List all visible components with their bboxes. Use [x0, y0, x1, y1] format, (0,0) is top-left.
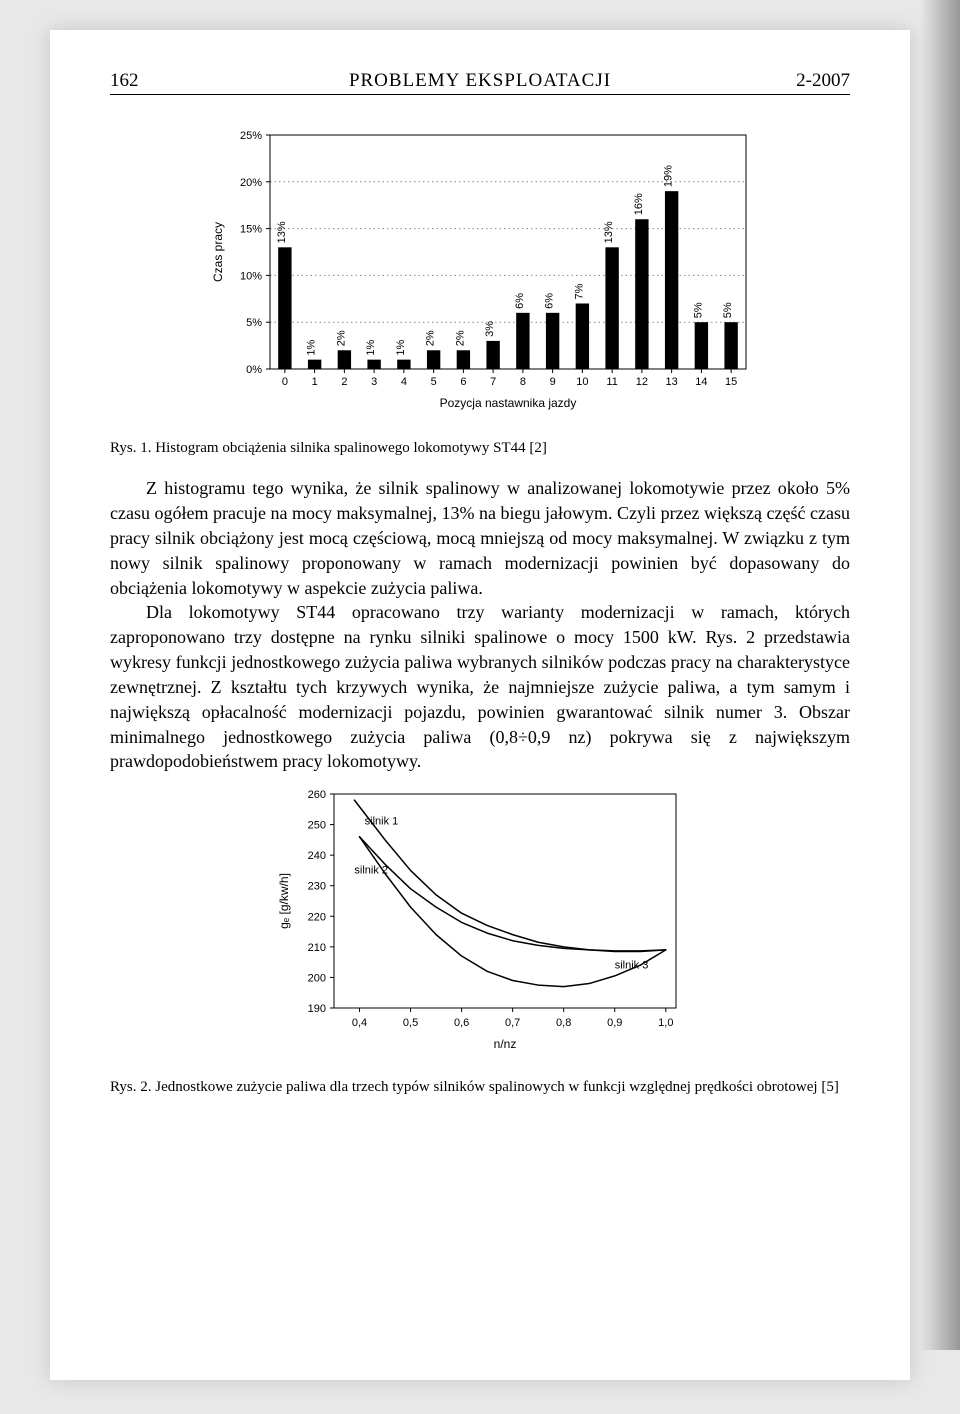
svg-text:1%: 1%: [306, 340, 318, 356]
svg-text:5: 5: [431, 376, 437, 388]
svg-text:1: 1: [312, 376, 318, 388]
svg-text:3%: 3%: [484, 321, 496, 337]
issue-label: 2-2007: [770, 70, 850, 92]
svg-text:6%: 6%: [514, 293, 526, 309]
svg-text:14: 14: [695, 376, 707, 388]
svg-text:0,7: 0,7: [505, 1017, 520, 1029]
svg-text:3: 3: [371, 376, 377, 388]
svg-text:12: 12: [636, 376, 648, 388]
paragraph: Dla lokomotywy ST44 opracowano trzy wari…: [110, 600, 850, 774]
svg-text:2%: 2%: [335, 330, 347, 346]
svg-text:1,0: 1,0: [658, 1017, 673, 1029]
caption-label: Rys. 1.: [110, 440, 152, 456]
svg-text:19%: 19%: [663, 165, 675, 187]
svg-text:190: 190: [308, 1003, 326, 1015]
svg-text:25%: 25%: [240, 130, 262, 142]
figure-2: 190 200 210 220 230 240 250 260 0,4 0,5 0,6 0,7 0,8 0…: [110, 784, 850, 1069]
svg-text:240: 240: [308, 850, 326, 862]
figure-1-caption: Rys. 1. Histogram obciążenia silnika spa…: [110, 438, 850, 458]
svg-text:7: 7: [490, 376, 496, 388]
paragraph: Z histogramu tego wynika, że silnik spal…: [110, 476, 850, 600]
svg-text:250: 250: [308, 820, 326, 832]
caption-text: Histogram obciążenia silnika spalinowego…: [155, 440, 547, 456]
svg-text:6: 6: [460, 376, 466, 388]
svg-text:15%: 15%: [240, 224, 262, 236]
svg-text:2%: 2%: [425, 330, 437, 346]
svg-text:0: 0: [282, 376, 288, 388]
svg-text:9: 9: [550, 376, 556, 388]
svg-text:silnik 1: silnik 1: [365, 816, 399, 828]
page-shadow: [920, 0, 960, 1350]
svg-text:2%: 2%: [454, 330, 466, 346]
figure-2-caption: Rys. 2. Jednostkowe zużycie paliwa dla t…: [110, 1077, 850, 1097]
svg-text:230: 230: [308, 881, 326, 893]
svg-text:20%: 20%: [240, 177, 262, 189]
svg-text:n/nz: n/nz: [494, 1037, 517, 1051]
svg-text:2: 2: [341, 376, 347, 388]
journal-title: PROBLEMY EKSPLOATACJI: [190, 70, 770, 92]
caption-label: Rys. 2.: [110, 1079, 152, 1095]
svg-text:0,6: 0,6: [454, 1017, 469, 1029]
svg-text:15: 15: [725, 376, 737, 388]
svg-text:0,9: 0,9: [607, 1017, 622, 1029]
svg-text:210: 210: [308, 942, 326, 954]
svg-text:5%: 5%: [692, 302, 704, 318]
svg-text:7%: 7%: [573, 283, 585, 299]
svg-text:10%: 10%: [240, 270, 262, 282]
svg-text:11: 11: [606, 376, 617, 388]
svg-text:13: 13: [666, 376, 678, 388]
svg-text:Pozycja nastawnika jazdy: Pozycja nastawnika jazdy: [440, 396, 577, 410]
caption-text: Jednostkowe zużycie paliwa dla trzech ty…: [155, 1079, 839, 1095]
svg-text:4: 4: [401, 376, 407, 388]
svg-text:gₑ [g/kw/h]: gₑ [g/kw/h]: [277, 873, 291, 929]
svg-text:silnik 3: silnik 3: [615, 959, 649, 971]
body-text: Z histogramu tego wynika, że silnik spal…: [110, 476, 850, 774]
svg-text:0,4: 0,4: [352, 1017, 367, 1029]
svg-text:200: 200: [308, 973, 326, 985]
svg-text:13%: 13%: [603, 221, 615, 243]
svg-text:1%: 1%: [395, 340, 407, 356]
svg-text:6%: 6%: [544, 293, 556, 309]
running-header: 162 PROBLEMY EKSPLOATACJI 2-2007: [110, 70, 850, 95]
svg-text:16%: 16%: [633, 193, 645, 215]
histogram-chart: 0% 5% 10% 15% 20% 25% 13% 0 1% 1 2% 2 1% 3 1% 4 2% 5 2% 6 3%…: [200, 125, 760, 425]
svg-text:5%: 5%: [246, 317, 262, 329]
line-chart: 190 200 210 220 230 240 250 260 0,4 0,5 0,6 0,7 0,8 0…: [270, 784, 690, 1064]
figure-1: 0% 5% 10% 15% 20% 25% 13% 0 1% 1 2% 2 1% 3 1% 4 2% 5 2% 6 3%…: [110, 125, 850, 430]
svg-text:13%: 13%: [276, 221, 288, 243]
svg-text:5%: 5%: [722, 302, 734, 318]
svg-text:1%: 1%: [365, 340, 377, 356]
svg-text:0,8: 0,8: [556, 1017, 571, 1029]
svg-text:260: 260: [308, 789, 326, 801]
svg-text:Czas pracy: Czas pracy: [211, 222, 225, 282]
svg-text:10: 10: [576, 376, 588, 388]
svg-text:0%: 0%: [246, 364, 262, 376]
svg-text:0,5: 0,5: [403, 1017, 418, 1029]
svg-text:8: 8: [520, 376, 526, 388]
page: 162 PROBLEMY EKSPLOATACJI 2-2007 0%5%10%…: [50, 30, 910, 1380]
page-number: 162: [110, 70, 190, 92]
svg-text:220: 220: [308, 911, 326, 923]
